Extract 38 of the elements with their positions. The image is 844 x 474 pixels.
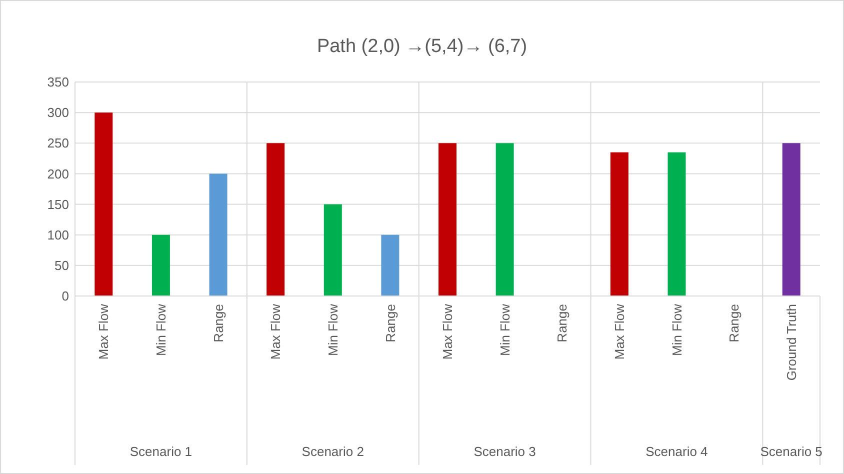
x-tick-label: Min Flow [669,303,684,356]
text: Scenario 5 [760,444,822,459]
text: Scenario 4 [646,444,708,459]
y-tick-label: 50 [54,258,69,273]
chart-title: Path (2,0) →(5,4)→ (6,7) [316,36,528,57]
bar [782,143,800,296]
text: Scenario 3 [474,444,536,459]
x-tick-label: Max Flow [440,303,456,360]
x-tick-label: Range [726,304,742,342]
y-tick-label: 150 [47,196,69,212]
bar [94,112,113,296]
x-tick-label: Max Flow [96,303,112,360]
x-tick-label: Ground Truth [784,304,799,381]
x-tick-label: Range [554,304,570,342]
bar [381,234,400,296]
x-tick-label: Range [382,304,398,342]
y-tick-label: 250 [47,136,69,151]
x-tick-label: Range [210,304,226,342]
y-tick-label: 350 [47,74,69,90]
x-tick-label: Min Flow [497,303,512,356]
x-tick-label: Min Flow [154,303,169,356]
bar [668,152,686,296]
bar [324,204,342,296]
bar [438,143,456,296]
y-tick-label: 300 [47,105,69,120]
text: Scenario 1 [130,444,192,459]
x-tick-label: Max Flow [612,303,627,360]
x-tick-label: Min Flow [325,303,340,356]
text: Scenario 2 [302,444,364,459]
bar [209,174,228,296]
bar [610,152,628,296]
y-tick-label: 200 [47,166,69,182]
bar [496,143,514,296]
y-tick-label: 100 [47,227,69,242]
y-tick-label: 0 [62,288,69,304]
bar [266,143,285,296]
bar [152,234,170,296]
x-tick-label: Max Flow [268,303,284,360]
